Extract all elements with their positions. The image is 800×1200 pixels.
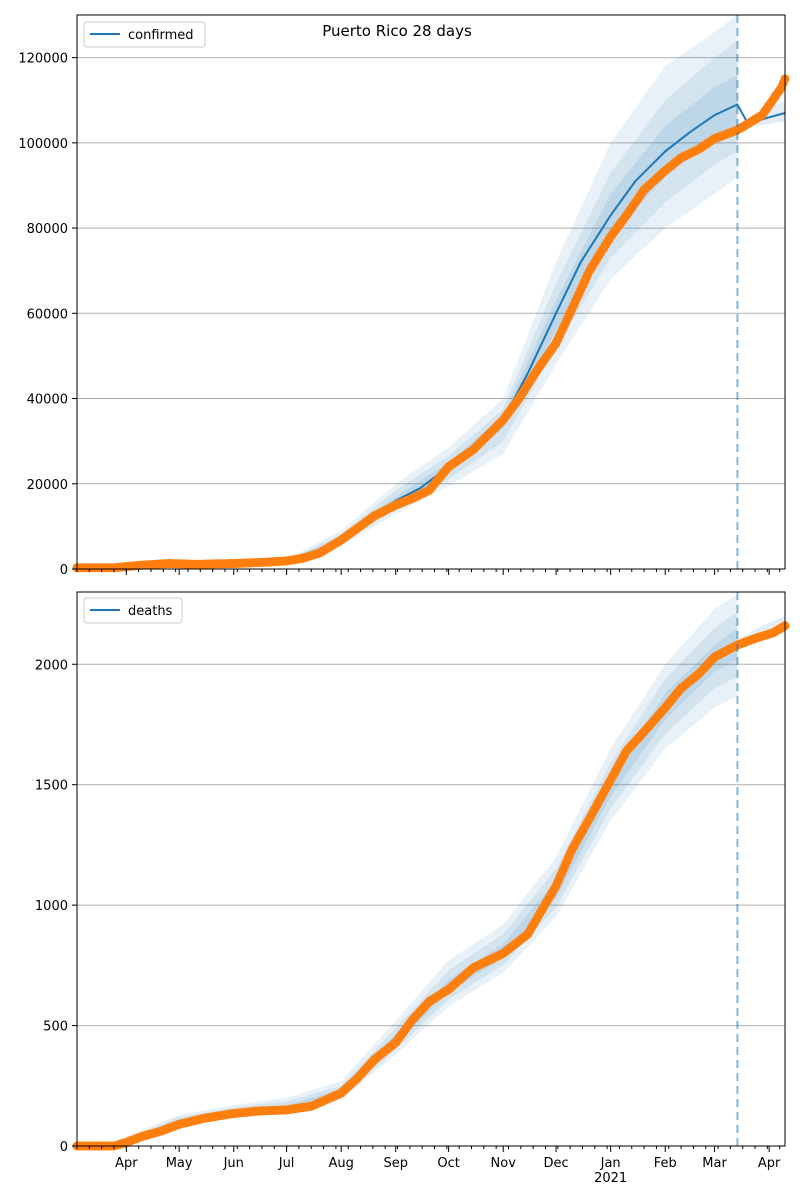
y-tick-label: 1500 [35,779,68,794]
x-tick-label: Mar [702,1156,727,1171]
legend-label-confirmed: confirmed [128,28,194,43]
confirmed-observed-points [72,74,790,573]
x-tick-label: Jan [600,1156,621,1171]
confirmed-panel: 0 20000 40000 60000 80000 100000 120000 Puerto… [18,14,790,578]
y-tick-label: 80000 [27,222,68,237]
legend-box [83,21,206,48]
confirmed-axes-frame [76,14,786,570]
x-tick-label: Sep [384,1156,409,1171]
x-tick-label: Nov [491,1156,517,1171]
deaths-y-ticks: 0 500 1000 1500 2000 [35,658,77,1155]
y-tick-label: 500 [43,1020,68,1035]
deaths-legend: deaths [83,597,183,624]
deaths-panel: 0 500 1000 1500 2000 Apr May Jun Jul Aug Sep Oct No… [35,591,790,1186]
confirmed-x-ticks [76,569,781,575]
x-year-label: 2021 [594,1171,627,1186]
y-tick-label: 60000 [27,307,68,322]
x-tick-label: Dec [543,1156,568,1171]
y-tick-label: 100000 [18,137,68,152]
x-tick-label: Apr [115,1156,138,1171]
x-tick-label: Feb [654,1156,677,1171]
y-tick-label: 40000 [27,393,68,408]
confirmed-y-ticks: 0 20000 40000 60000 80000 100000 120000 [18,52,77,578]
x-tick-label: Jul [278,1156,295,1171]
y-tick-label: 1000 [35,899,68,914]
x-tick-label: Apr [758,1156,781,1171]
x-tick-label: Jun [223,1156,244,1171]
legend-label-deaths: deaths [128,604,173,619]
band-middle [286,40,738,563]
x-tick-label: Aug [328,1156,353,1171]
x-tick-label: May [166,1156,193,1171]
confirmed-legend: confirmed [83,21,206,48]
legend-box [83,597,183,624]
deaths-x-ticks: Apr May Jun Jul Aug Sep Oct Nov Dec Jan Feb Mar Apr [76,1146,781,1171]
y-tick-label: 120000 [18,52,68,67]
chart-title: Puerto Rico 28 days [322,22,472,40]
deaths-axes-frame [76,591,786,1147]
y-tick-label: 0 [60,563,68,578]
y-tick-label: 0 [60,1140,68,1155]
y-tick-label: 2000 [35,658,68,673]
band-outer [286,15,738,563]
x-tick-label: Oct [437,1156,459,1171]
deaths-observed-points [72,621,790,1151]
y-tick-label: 20000 [27,478,68,493]
